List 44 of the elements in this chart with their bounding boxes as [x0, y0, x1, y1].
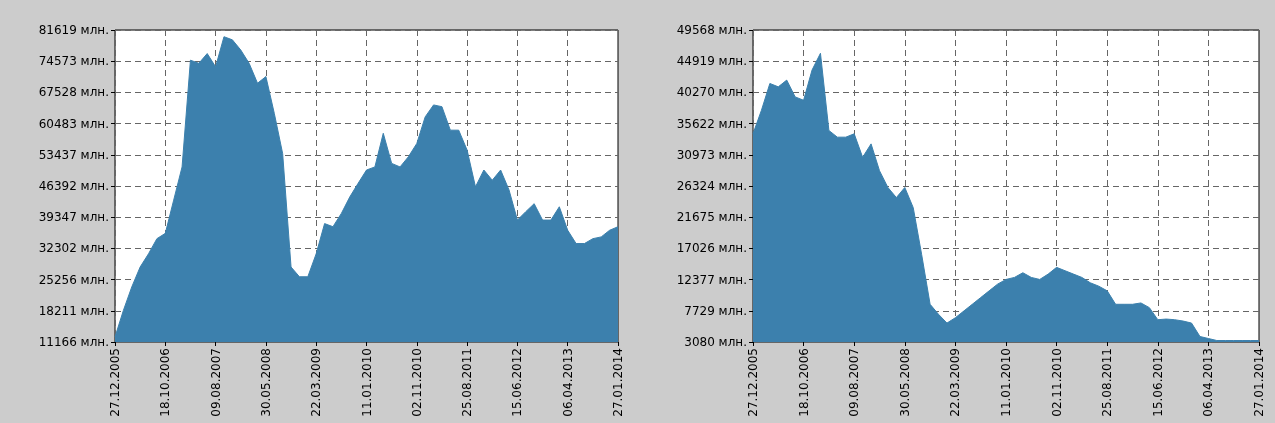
y-tick-label: 49568 млн.	[676, 23, 747, 37]
x-tick-label: 25.08.2011	[1100, 348, 1115, 417]
x-tick-label: 27.01.2014	[611, 348, 625, 417]
x-tick-label: 18.10.2006	[158, 348, 173, 417]
x-tick-label: 22.03.2009	[948, 348, 963, 417]
y-tick-label: 18211 млн.	[38, 303, 109, 318]
y-tick-label: 12377 млн.	[676, 272, 747, 287]
x-tick-label: 30.05.2008	[258, 348, 273, 417]
y-tick-label: 67528 млн.	[38, 85, 109, 100]
y-tick-label: 21675 млн.	[676, 210, 747, 225]
x-tick-label: 06.04.2013	[1201, 348, 1216, 417]
x-tick-label: 30.05.2008	[897, 348, 912, 417]
x-tick-label: 18.10.2006	[796, 348, 811, 417]
x-tick-label: 25.08.2011	[460, 348, 475, 417]
x-tick-label: 02.11.2010	[409, 348, 424, 417]
y-tick-label: 7729 млн.	[684, 303, 747, 318]
y-tick-label: 26324 млн.	[676, 179, 747, 193]
y-tick-label: 35622 млн.	[676, 116, 747, 131]
y-tick-label: 3080 млн.	[684, 335, 747, 349]
y-tick-label: 40270 млн.	[676, 85, 747, 100]
y-tick-label: 39347 млн.	[38, 210, 109, 225]
y-tick-label: 11166 млн.	[38, 335, 109, 349]
x-tick-label: 09.08.2007	[208, 348, 223, 417]
x-tick-label: 11.01.2010	[999, 348, 1013, 417]
y-tick-label: 17026 млн.	[676, 241, 747, 256]
x-tick-label: 27.01.2014	[1252, 348, 1266, 417]
x-tick-label: 15.06.2012	[1150, 348, 1165, 417]
x-tick-label: 22.03.2009	[309, 348, 324, 417]
x-tick-label: 09.08.2007	[847, 348, 862, 417]
y-tick-label: 74573 млн.	[38, 54, 109, 69]
y-tick-label: 53437 млн.	[38, 147, 109, 162]
y-tick-label: 44919 млн.	[676, 54, 747, 69]
y-tick-label: 60483 млн.	[38, 116, 109, 131]
x-tick-label: 06.04.2013	[560, 348, 575, 417]
x-tick-label: 11.01.2010	[359, 348, 374, 417]
x-tick-label: 27.12.2005	[108, 348, 122, 417]
y-tick-label: 81619 млн.	[38, 23, 109, 37]
y-tick-label: 25256 млн.	[38, 272, 109, 287]
x-tick-label: 15.06.2012	[510, 348, 525, 417]
x-tick-label: 27.12.2005	[746, 348, 760, 417]
x-tick-label: 02.11.2010	[1049, 348, 1064, 417]
y-tick-label: 46392 млн.	[38, 179, 109, 193]
y-tick-label: 30973 млн.	[676, 147, 747, 162]
y-tick-label: 32302 млн.	[38, 241, 109, 256]
